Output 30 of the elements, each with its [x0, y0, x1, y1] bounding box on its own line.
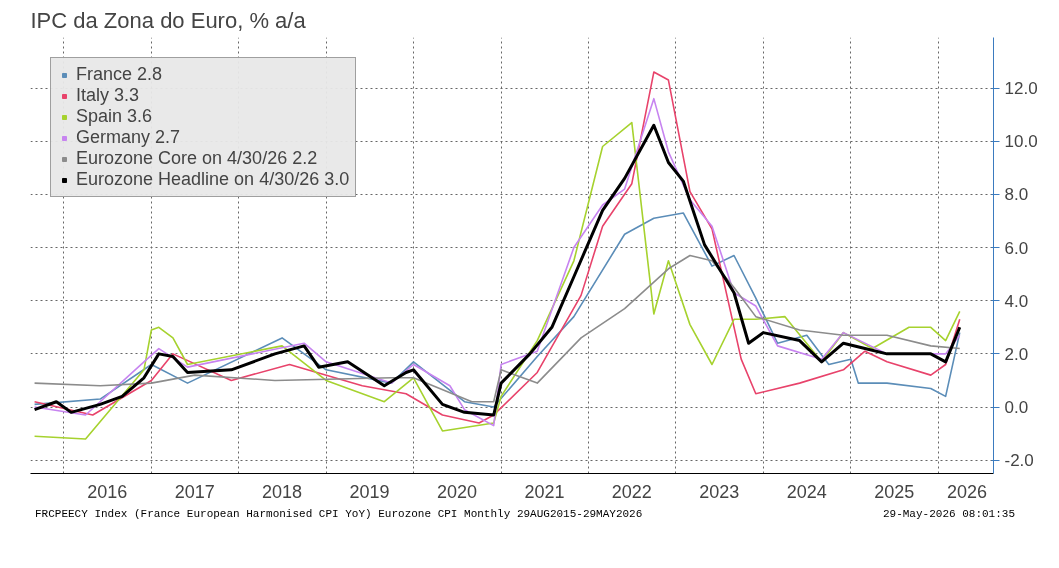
text: 29-May-2026 08:01:35	[882, 507, 1015, 522]
x-tick-label: 2026	[946, 481, 987, 502]
y-tick-label: -2.0	[1004, 451, 1034, 471]
x-tick-label: 2017	[174, 481, 215, 502]
text: FRCPEECY Index (France European Harmonised CPI YoY) Eurozone CPI Monthly 29AUG2015-29MAY2026	[35, 507, 643, 522]
y-tick-label: 10.0	[1004, 132, 1038, 152]
chart-title: IPC da Zona do Euro, % a/a	[30, 7, 307, 33]
legend-label: Germany 2.7	[76, 127, 181, 148]
x-tick-label: 2020	[437, 481, 478, 502]
legend-label: Eurozone Headline on 4/30/26 3.0	[76, 169, 350, 190]
y-tick-label: 6.0	[1004, 238, 1029, 258]
y-tick-label: 0.0	[1004, 398, 1029, 418]
x-tick-label: 2021	[524, 481, 565, 502]
y-tick-label: 12.0	[1004, 79, 1038, 99]
y-tick-label: 8.0	[1004, 185, 1029, 205]
y-tick-label: 2.0	[1004, 344, 1029, 364]
legend-label: Eurozone Core on 4/30/26 2.2	[76, 148, 318, 169]
x-tick-label: 2022	[611, 481, 652, 502]
line-series	[33, 212, 961, 408]
legend-label: Italy 3.3	[76, 85, 140, 106]
x-tick-label: 2019	[349, 481, 390, 502]
x-tick-label: 2018	[262, 481, 303, 502]
line-series	[33, 254, 961, 403]
legend-label: France 2.8	[76, 64, 163, 85]
y-tick-label: 4.0	[1004, 291, 1029, 311]
legend-label: Spain 3.6	[76, 106, 153, 127]
x-tick-label: 2023	[699, 481, 740, 502]
x-tick-label: 2016	[87, 481, 128, 502]
x-tick-label: 2024	[786, 481, 827, 502]
x-tick-label: 2025	[874, 481, 915, 502]
